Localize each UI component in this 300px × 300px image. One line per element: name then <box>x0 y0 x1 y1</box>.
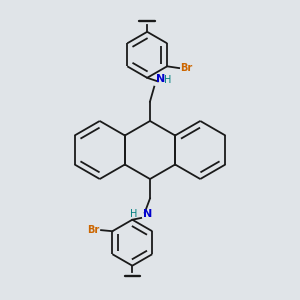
Text: N: N <box>156 74 165 84</box>
Text: Br: Br <box>180 63 192 73</box>
Text: N: N <box>143 209 152 219</box>
Text: H: H <box>130 209 138 219</box>
Text: H: H <box>164 75 172 85</box>
Text: Br: Br <box>87 225 99 235</box>
